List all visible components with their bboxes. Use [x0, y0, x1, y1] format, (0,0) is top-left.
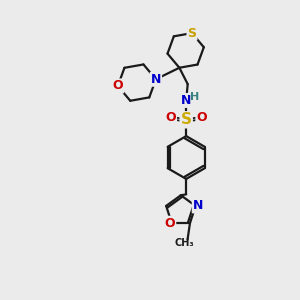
Text: O: O: [165, 217, 175, 230]
Text: O: O: [112, 80, 123, 92]
Text: S: S: [181, 112, 192, 127]
Text: N: N: [181, 94, 191, 107]
Text: N: N: [151, 73, 161, 86]
Text: CH₃: CH₃: [174, 238, 194, 248]
Text: O: O: [165, 111, 176, 124]
Text: H: H: [190, 92, 199, 102]
Text: S: S: [188, 27, 196, 40]
Text: O: O: [196, 111, 207, 124]
Text: N: N: [193, 200, 203, 212]
